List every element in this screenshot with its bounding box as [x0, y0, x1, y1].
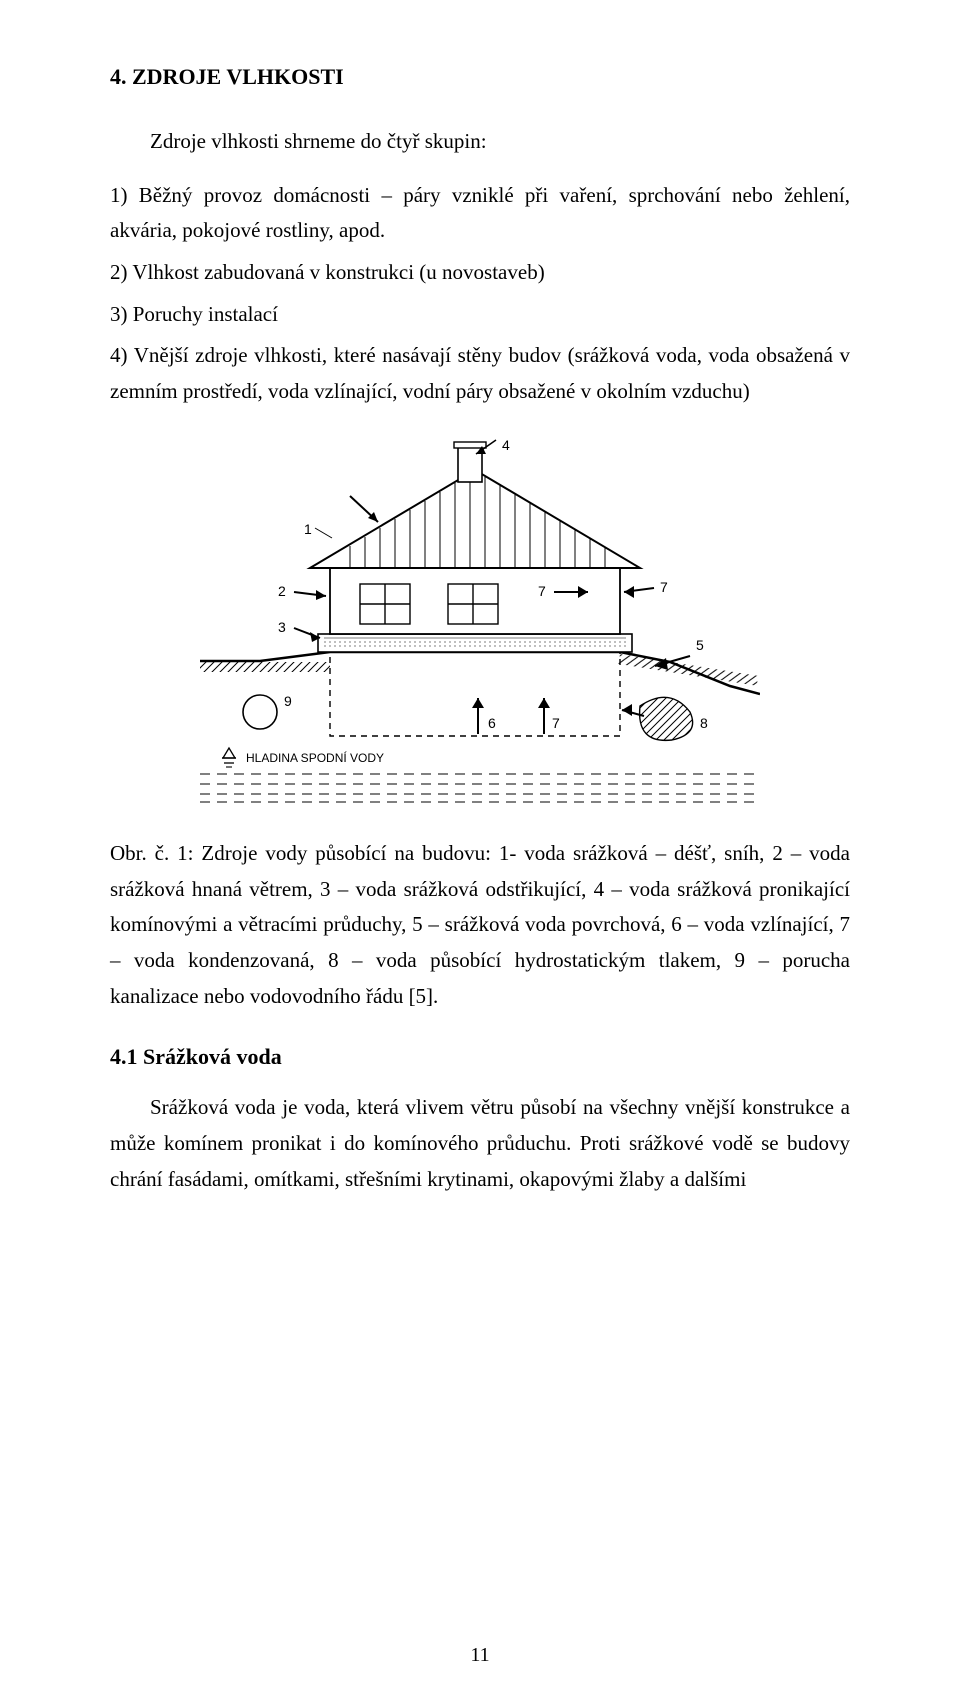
figure-caption: Obr. č. 1: Zdroje vody působící na budov…: [110, 836, 850, 1014]
svg-text:8: 8: [700, 715, 708, 731]
section-heading: 4. ZDROJE VLHKOSTI: [110, 64, 850, 90]
svg-text:7: 7: [660, 579, 668, 595]
svg-text:2: 2: [278, 583, 286, 599]
svg-text:6: 6: [488, 715, 496, 731]
intro-paragraph: Zdroje vlhkosti shrneme do čtyř skupin:: [110, 124, 850, 160]
list-item-4: 4) Vnější zdroje vlhkosti, které nasávaj…: [110, 338, 850, 409]
svg-text:7: 7: [552, 715, 560, 731]
list-item-1: 1) Běžný provoz domácnosti – páry vznikl…: [110, 178, 850, 249]
svg-text:9: 9: [284, 693, 292, 709]
figure-container: 4 1 2 3 7: [110, 436, 850, 806]
list-item-3: 3) Poruchy instalací: [110, 297, 850, 333]
list-item-2: 2) Vlhkost zabudovaná v konstrukci (u no…: [110, 255, 850, 291]
page-number: 11: [0, 1644, 960, 1667]
svg-text:1: 1: [304, 521, 312, 537]
svg-text:7: 7: [538, 583, 546, 599]
svg-text:5: 5: [696, 637, 704, 653]
svg-text:4: 4: [502, 437, 510, 453]
body-paragraph-1: Srážková voda je voda, která vlivem větr…: [110, 1090, 850, 1197]
house-moisture-diagram: 4 1 2 3 7: [200, 436, 760, 806]
svg-text:3: 3: [278, 619, 286, 635]
subsection-heading: 4.1 Srážková voda: [110, 1044, 850, 1070]
groundwater-label: HLADINA SPODNÍ VODY: [246, 750, 384, 765]
